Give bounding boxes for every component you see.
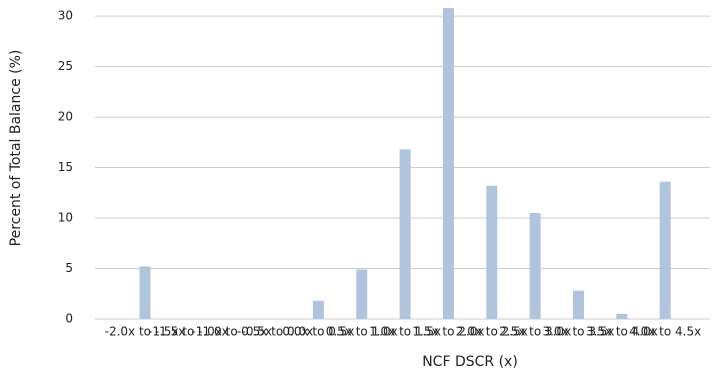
x-tick-label: -2.0x to -1.5x [105, 325, 186, 339]
bar [139, 266, 151, 319]
x-axis-label: NCF DSCR (x) [422, 354, 518, 370]
y-tick-label: 25 [58, 59, 73, 73]
x-tick-label: -1.0x to -0.5x [191, 325, 272, 339]
y-tick-label: 15 [58, 160, 73, 174]
bar [356, 269, 368, 319]
bar [486, 185, 498, 319]
bar [442, 8, 454, 320]
x-tick-label: 3.5x to 4.0x [586, 325, 658, 339]
x-tick-label: 0.5x to 1.0x [326, 325, 398, 339]
bar [616, 313, 628, 319]
x-tick-label: 0.0x to 0.5x [282, 325, 354, 339]
bar [573, 290, 584, 319]
x-tick-label: -1.5x to -1.0x [148, 325, 229, 339]
x-tick-label: 1.0x to 1.5x [369, 325, 441, 339]
y-tick-label: 30 [58, 9, 73, 23]
bar [312, 300, 324, 319]
x-tick-label: -0.5x to 0.0x [237, 325, 313, 339]
x-tick-label: 2.0x to 2.5x [456, 325, 528, 339]
x-tick-label: 4.0x to 4.5x [629, 325, 701, 339]
y-tick-label: 10 [58, 211, 73, 225]
x-tick-label: 1.5x to 2.0x [412, 325, 484, 339]
x-tick-label: 2.5x to 3.0x [499, 325, 571, 339]
bar [659, 181, 671, 319]
y-tick-label: 5 [65, 261, 73, 275]
bar [399, 149, 411, 319]
bar [529, 212, 541, 319]
y-tick-label: 20 [58, 110, 73, 124]
y-tick-label: 0 [65, 312, 73, 326]
x-tick-label: 3.0x to 3.5x [542, 325, 614, 339]
y-axis-label: Percent of Total Balance (%) [8, 50, 24, 247]
